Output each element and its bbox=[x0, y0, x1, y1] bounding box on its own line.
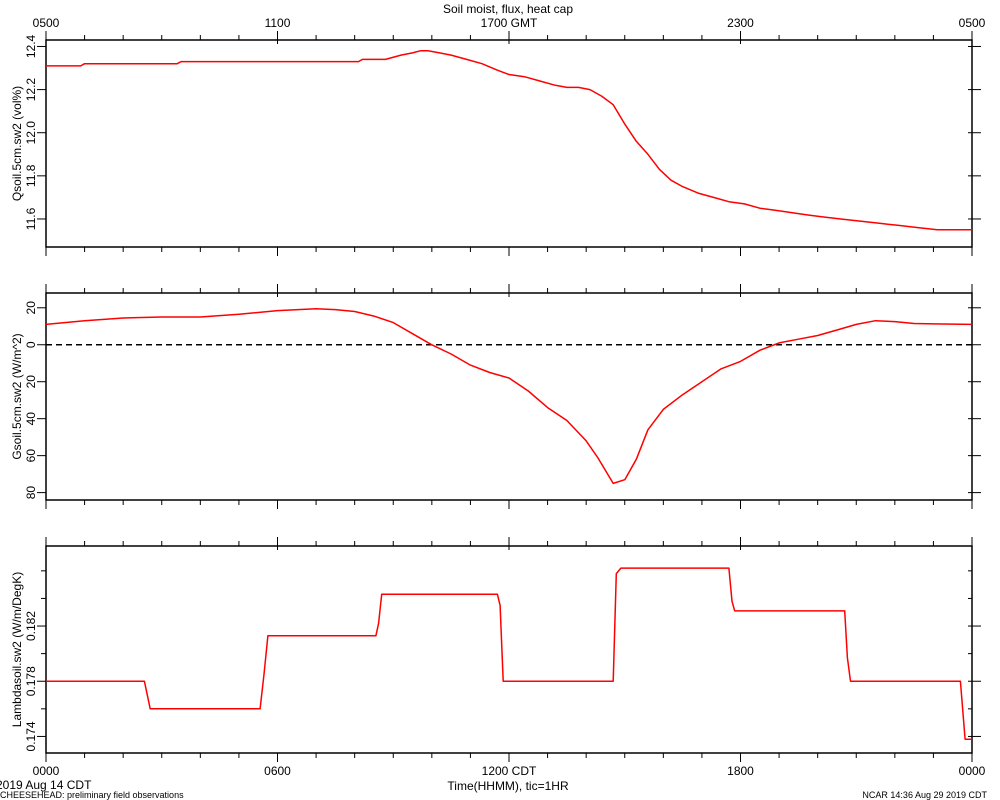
moisture-y-tick-label: 11.6 bbox=[24, 207, 38, 230]
conductivity-y-tick-label: 0.182 bbox=[24, 611, 38, 641]
date-label: 2019 Aug 14 CDT bbox=[0, 778, 92, 792]
moisture-y-axis-label: Qsoil.5cm.sw2 (vol%) bbox=[10, 86, 24, 201]
flux-y-axis-label: Gsoil.5cm.sw2 (W/m^2) bbox=[10, 333, 24, 459]
flux-y-tick-label: 80 bbox=[24, 486, 38, 500]
flux-series-line bbox=[45, 307, 973, 485]
conductivity-frame bbox=[45, 545, 973, 754]
conductivity-y-axis-label: Lambdasoil.sw2 (W/m/DegK) bbox=[10, 572, 24, 727]
top-axis-tick-label: 1100 bbox=[265, 16, 291, 30]
bottom-axis-tick-label: 0000 bbox=[33, 764, 60, 778]
conductivity-y-tick-label: 0.178 bbox=[24, 666, 38, 696]
footer-right: NCAR 14:36 Aug 29 2019 CDT bbox=[862, 790, 987, 800]
flux-y-tick-label: 40 bbox=[24, 412, 38, 426]
moisture-series-line bbox=[46, 50, 972, 231]
conductivity-y-tick-label: 0.174 bbox=[24, 721, 38, 751]
x-axis-label: Time(HHMM), tic=1HR bbox=[447, 779, 569, 793]
top-axis-tick-label: 0500 bbox=[33, 16, 60, 30]
top-axis-tick-label: 1700 GMT bbox=[481, 16, 538, 30]
moisture-y-tick-label: 11.8 bbox=[24, 164, 38, 187]
chart-panels: 11.6 11.8 12.0 12.2 12.4 Qsoil.5cm.sw2 (vol%)… bbox=[10, 16, 986, 778]
flux-y-tick-label: 0 bbox=[24, 341, 38, 348]
bottom-axis-tick-label: 0600 bbox=[264, 764, 291, 778]
footer-left: CHEESEHEAD: preliminary field observatio… bbox=[0, 790, 184, 800]
moisture-y-tick-label: 12.0 bbox=[24, 121, 38, 145]
conductivity-series-line bbox=[46, 567, 972, 740]
flux-frame bbox=[45, 292, 973, 501]
moisture-panel: 11.6 11.8 12.0 12.2 12.4 Qsoil.5cm.sw2 (vol%) bbox=[10, 31, 981, 256]
flux-y-tick-label: 20 bbox=[24, 375, 38, 389]
moisture-y-tick-label: 12.2 bbox=[24, 78, 38, 102]
bottom-axis-tick-label: 0000 bbox=[959, 764, 986, 778]
flux-y-tick-label: 60 bbox=[24, 449, 38, 463]
bottom-axis-tick-label: 1800 bbox=[727, 764, 754, 778]
moisture-frame bbox=[45, 39, 973, 248]
moisture-y-tick-label: 12.4 bbox=[24, 34, 38, 58]
top-axis-tick-label: 0500 bbox=[959, 16, 986, 30]
bottom-axis-tick-label: 1200 CDT bbox=[482, 764, 537, 778]
figure-title: Soil moist, flux, heat cap bbox=[443, 2, 573, 16]
top-axis-tick-label: 2300 bbox=[727, 16, 754, 30]
flux-y-tick-label: 20 bbox=[24, 301, 38, 315]
